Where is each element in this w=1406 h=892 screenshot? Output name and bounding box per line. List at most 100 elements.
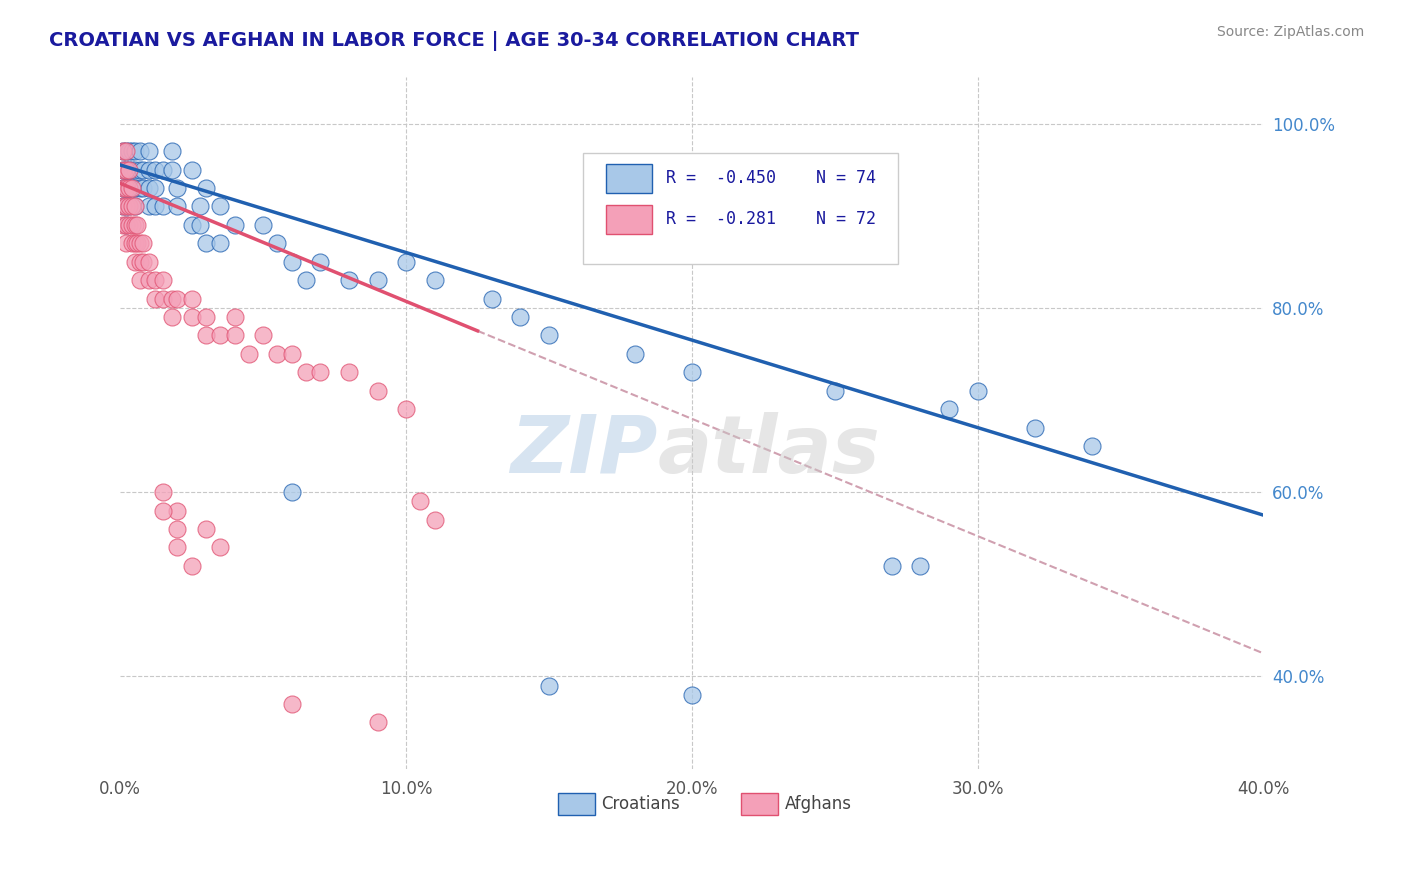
Point [118, 218, 141, 232]
Point [180, 218, 202, 232]
Point [129, 273, 152, 287]
Point [824, 384, 846, 398]
Text: CROATIAN VS AFGHAN IN LABOR FORCE | AGE 30-34 CORRELATION CHART: CROATIAN VS AFGHAN IN LABOR FORCE | AGE … [49, 31, 859, 51]
Point [195, 328, 218, 343]
Point [281, 347, 304, 361]
Point [112, 144, 135, 158]
Point [129, 162, 152, 177]
Text: Source: ZipAtlas.com: Source: ZipAtlas.com [1216, 25, 1364, 39]
Point [166, 522, 188, 536]
Point [115, 162, 138, 177]
Point [160, 162, 183, 177]
Point [180, 292, 202, 306]
Point [509, 310, 531, 324]
Point [118, 162, 141, 177]
Point [180, 558, 202, 573]
Point [423, 513, 446, 527]
Point [180, 310, 202, 324]
Point [152, 503, 174, 517]
Point [209, 199, 232, 213]
Point [910, 558, 932, 573]
Point [124, 199, 146, 213]
Point [132, 181, 155, 195]
Point [295, 365, 318, 379]
Point [115, 181, 138, 195]
Point [160, 292, 183, 306]
Point [121, 199, 143, 213]
Point [121, 144, 143, 158]
Point [138, 144, 160, 158]
Point [266, 236, 288, 251]
Point [118, 162, 141, 177]
Text: R =  -0.450    N = 74: R = -0.450 N = 74 [665, 169, 876, 186]
Point [143, 273, 166, 287]
Text: Afghans: Afghans [785, 796, 852, 814]
Point [132, 236, 155, 251]
Point [115, 144, 138, 158]
Point [224, 328, 246, 343]
Point [366, 273, 388, 287]
Point [209, 328, 232, 343]
Point [118, 181, 141, 195]
Point [118, 199, 141, 213]
Text: ZIP: ZIP [510, 411, 658, 490]
Point [537, 679, 560, 693]
Point [115, 199, 138, 213]
Point [395, 402, 418, 417]
Point [166, 181, 188, 195]
Point [121, 218, 143, 232]
Point [309, 254, 332, 268]
Point [681, 688, 703, 702]
Point [337, 365, 360, 379]
Point [143, 292, 166, 306]
Point [112, 144, 135, 158]
Point [127, 236, 149, 251]
Point [152, 199, 174, 213]
Point [112, 218, 135, 232]
Point [366, 384, 388, 398]
Point [188, 199, 211, 213]
Point [124, 144, 146, 158]
Point [1081, 439, 1104, 453]
Point [1024, 420, 1046, 434]
Point [195, 310, 218, 324]
Point [281, 485, 304, 500]
Point [623, 347, 645, 361]
Point [138, 273, 160, 287]
Point [138, 254, 160, 268]
Point [112, 162, 135, 177]
Point [195, 181, 218, 195]
Point [266, 347, 288, 361]
Point [152, 273, 174, 287]
Point [132, 254, 155, 268]
Point [152, 162, 174, 177]
Point [143, 162, 166, 177]
Point [138, 181, 160, 195]
Text: Croatians: Croatians [602, 796, 681, 814]
Point [129, 236, 152, 251]
Point [180, 162, 202, 177]
Point [115, 199, 138, 213]
Point [481, 292, 503, 306]
Point [238, 347, 260, 361]
Point [115, 181, 138, 195]
FancyBboxPatch shape [583, 153, 897, 264]
Point [152, 485, 174, 500]
Point [115, 162, 138, 177]
Point [160, 310, 183, 324]
Point [224, 310, 246, 324]
Point [966, 384, 988, 398]
Point [112, 199, 135, 213]
Point [537, 328, 560, 343]
Point [115, 144, 138, 158]
Point [166, 292, 188, 306]
Point [337, 273, 360, 287]
Point [143, 199, 166, 213]
Point [152, 292, 174, 306]
Point [366, 715, 388, 730]
Point [143, 181, 166, 195]
Point [112, 181, 135, 195]
Point [112, 199, 135, 213]
Point [124, 236, 146, 251]
Point [124, 199, 146, 213]
